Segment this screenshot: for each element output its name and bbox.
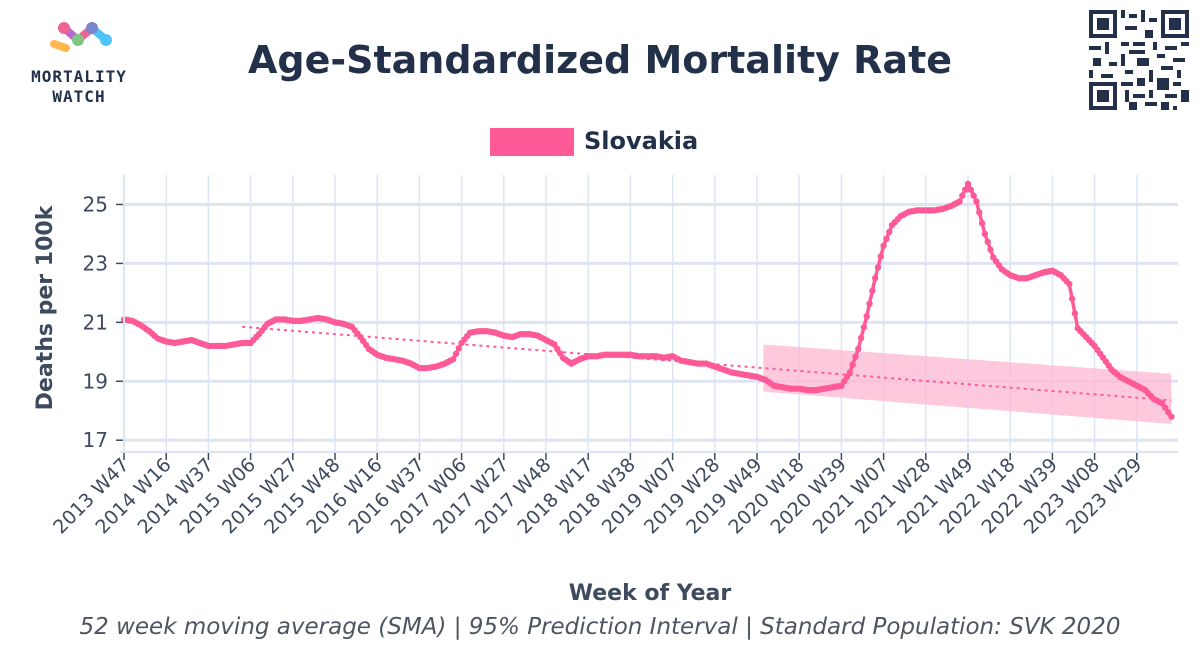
logo-graphic [50, 22, 112, 52]
chart-title: Age-Standardized Mortality Rate [247, 38, 953, 82]
y-tick-label: 25 [83, 192, 108, 216]
data-point [976, 209, 983, 216]
data-point [987, 246, 994, 253]
legend-swatch [490, 128, 574, 156]
x-axis-label: Week of Year [569, 581, 732, 606]
data-point [973, 198, 980, 205]
data-point [970, 192, 977, 199]
qr-code-icon [1089, 10, 1189, 110]
y-tick-label: 21 [83, 310, 108, 334]
data-point [981, 230, 989, 238]
data-point [978, 219, 986, 227]
data-point [984, 238, 991, 245]
data-point [846, 369, 854, 376]
data-point [1168, 413, 1175, 420]
data-point [956, 198, 963, 205]
chart-footer: 52 week moving average (SMA) | 95% Predi… [79, 614, 1121, 640]
data-point [857, 334, 865, 342]
data-point [866, 300, 873, 307]
y-axis-label: Deaths per 100k [33, 204, 58, 410]
data-point [1071, 310, 1079, 317]
data-point [959, 192, 966, 199]
data-point [452, 350, 460, 357]
logo-line-2: WATCH [52, 87, 106, 106]
mortality-watch-logo: MORTALITY WATCH [14, 18, 144, 110]
data-point [874, 264, 882, 271]
data-point [886, 228, 893, 236]
y-tick-label: 23 [83, 251, 108, 275]
data-point [1068, 295, 1076, 302]
data-point [852, 353, 859, 360]
data-point [880, 242, 887, 249]
data-point [961, 186, 969, 193]
data-point [869, 287, 876, 295]
data-point [855, 345, 862, 353]
y-tick-label: 19 [83, 369, 108, 393]
y-tick-label: 17 [83, 428, 108, 452]
logo-line-1: MORTALITY [31, 67, 127, 86]
data-point [964, 180, 972, 188]
prediction-interval-band [763, 344, 1172, 425]
data-point [449, 355, 457, 363]
data-point [860, 324, 868, 331]
data-point [967, 186, 975, 193]
trend-line [242, 325, 1172, 402]
data-point [455, 345, 462, 352]
data-point [863, 313, 870, 320]
data-point [877, 253, 884, 260]
data-point [849, 361, 856, 368]
data-point [1066, 280, 1073, 288]
data-point [871, 274, 879, 282]
legend-label: Slovakia [584, 127, 698, 155]
data-point [883, 235, 890, 243]
